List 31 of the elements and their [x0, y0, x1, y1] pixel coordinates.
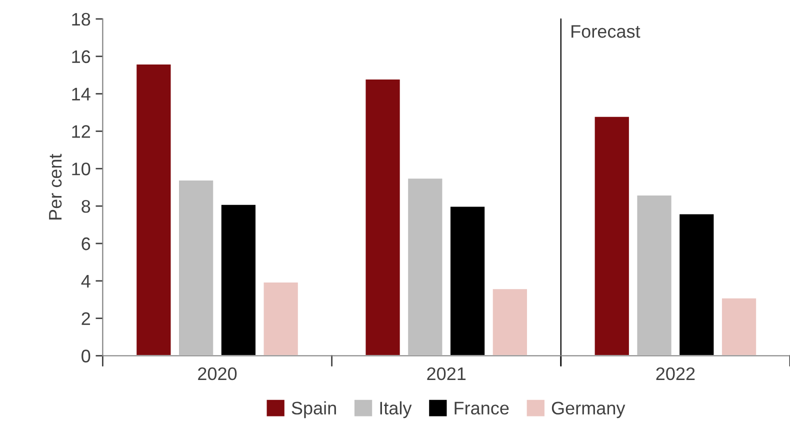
- y-tick-label: 12: [72, 125, 90, 138]
- y-tick-label: 18: [72, 12, 90, 26]
- bar: [364, 78, 402, 356]
- bar: [178, 179, 215, 356]
- y-tick-label: 0: [82, 350, 90, 362]
- bar: [449, 205, 486, 356]
- bar: [220, 203, 257, 356]
- y-tick-label: 4: [81, 275, 90, 288]
- bar: [720, 297, 758, 356]
- legend-label: Spain: [292, 401, 336, 418]
- bar: [678, 212, 716, 356]
- bar: [406, 177, 444, 356]
- bar: [135, 63, 172, 356]
- y-tick-label: 14: [72, 88, 90, 100]
- legend-label: France: [454, 402, 509, 415]
- bar: [262, 281, 300, 356]
- annotation: Forecast: [572, 25, 640, 38]
- bar: [593, 116, 630, 356]
- x-tick-label: 2020: [198, 367, 237, 380]
- y-tick-label: 8: [82, 200, 90, 213]
- legend-label: Germany: [552, 402, 626, 418]
- x-tick-label: 2022: [656, 367, 695, 380]
- y-axis-title: Per cent: [49, 154, 62, 220]
- y-tick-label: 10: [72, 162, 90, 176]
- y-tick-label: 6: [82, 237, 90, 250]
- x-tick-label: 2021: [427, 367, 466, 380]
- bar: [636, 194, 673, 356]
- legend-label: Italy: [380, 401, 412, 418]
- y-tick-label: 2: [82, 312, 90, 325]
- bar: [491, 288, 528, 356]
- y-tick-label: 16: [72, 50, 90, 64]
